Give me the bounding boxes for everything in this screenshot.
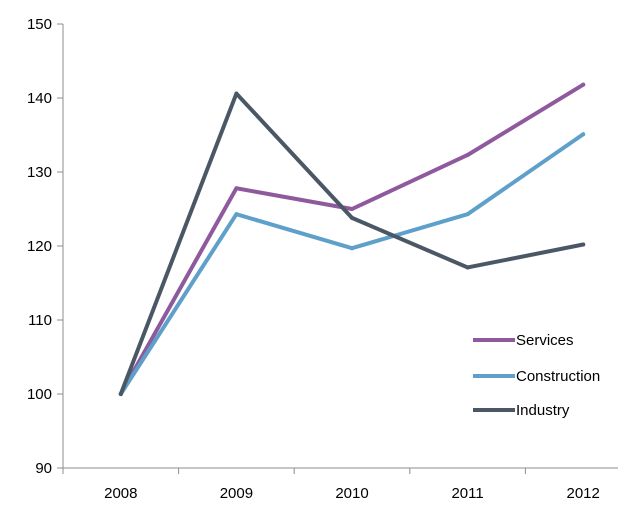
- series-line-construction: [118, 132, 586, 396]
- x-tick-label: 2012: [567, 485, 600, 502]
- data-point-construction: [581, 132, 586, 137]
- series-line-industry: [118, 91, 586, 396]
- legend-item-industry: Industry: [473, 402, 570, 419]
- x-ticks: 2008 2009 2010 2011 2012: [62, 468, 600, 502]
- x-tick-label: 2011: [451, 485, 483, 502]
- legend-label: Construction: [516, 368, 600, 385]
- data-point-construction: [465, 212, 470, 217]
- legend-item-construction: Construction: [473, 368, 600, 385]
- y-tick-label: 130: [27, 164, 52, 181]
- data-point-services: [465, 152, 470, 157]
- series-lines: [118, 82, 586, 396]
- series-line-services: [118, 82, 586, 396]
- data-point-industry: [465, 265, 470, 270]
- data-point-industry: [118, 392, 123, 396]
- y-tick-label: 100: [27, 386, 52, 403]
- data-point-construction: [350, 246, 354, 251]
- y-tick-label: 150: [27, 16, 52, 33]
- x-tick-label: 2010: [335, 485, 368, 502]
- data-point-industry: [581, 242, 586, 247]
- y-ticks: 90 100 110 120 130 140 150: [27, 16, 63, 477]
- data-point-services: [234, 186, 239, 191]
- y-tick-label: 140: [27, 90, 52, 107]
- data-point-industry: [350, 215, 354, 220]
- y-tick-label: 90: [35, 460, 52, 477]
- data-point-services: [350, 207, 354, 211]
- legend-label: Services: [516, 332, 574, 349]
- x-tick-label: 2009: [220, 485, 253, 502]
- legend: Services Construction Industry: [473, 332, 600, 419]
- x-tick-label: 2008: [104, 485, 137, 502]
- y-tick-label: 110: [28, 312, 52, 329]
- legend-item-services: Services: [473, 332, 574, 349]
- y-tick-label: 120: [27, 238, 52, 255]
- legend-label: Industry: [516, 402, 570, 419]
- data-point-services: [581, 82, 586, 87]
- data-point-industry: [234, 91, 239, 96]
- data-point-construction: [234, 212, 239, 217]
